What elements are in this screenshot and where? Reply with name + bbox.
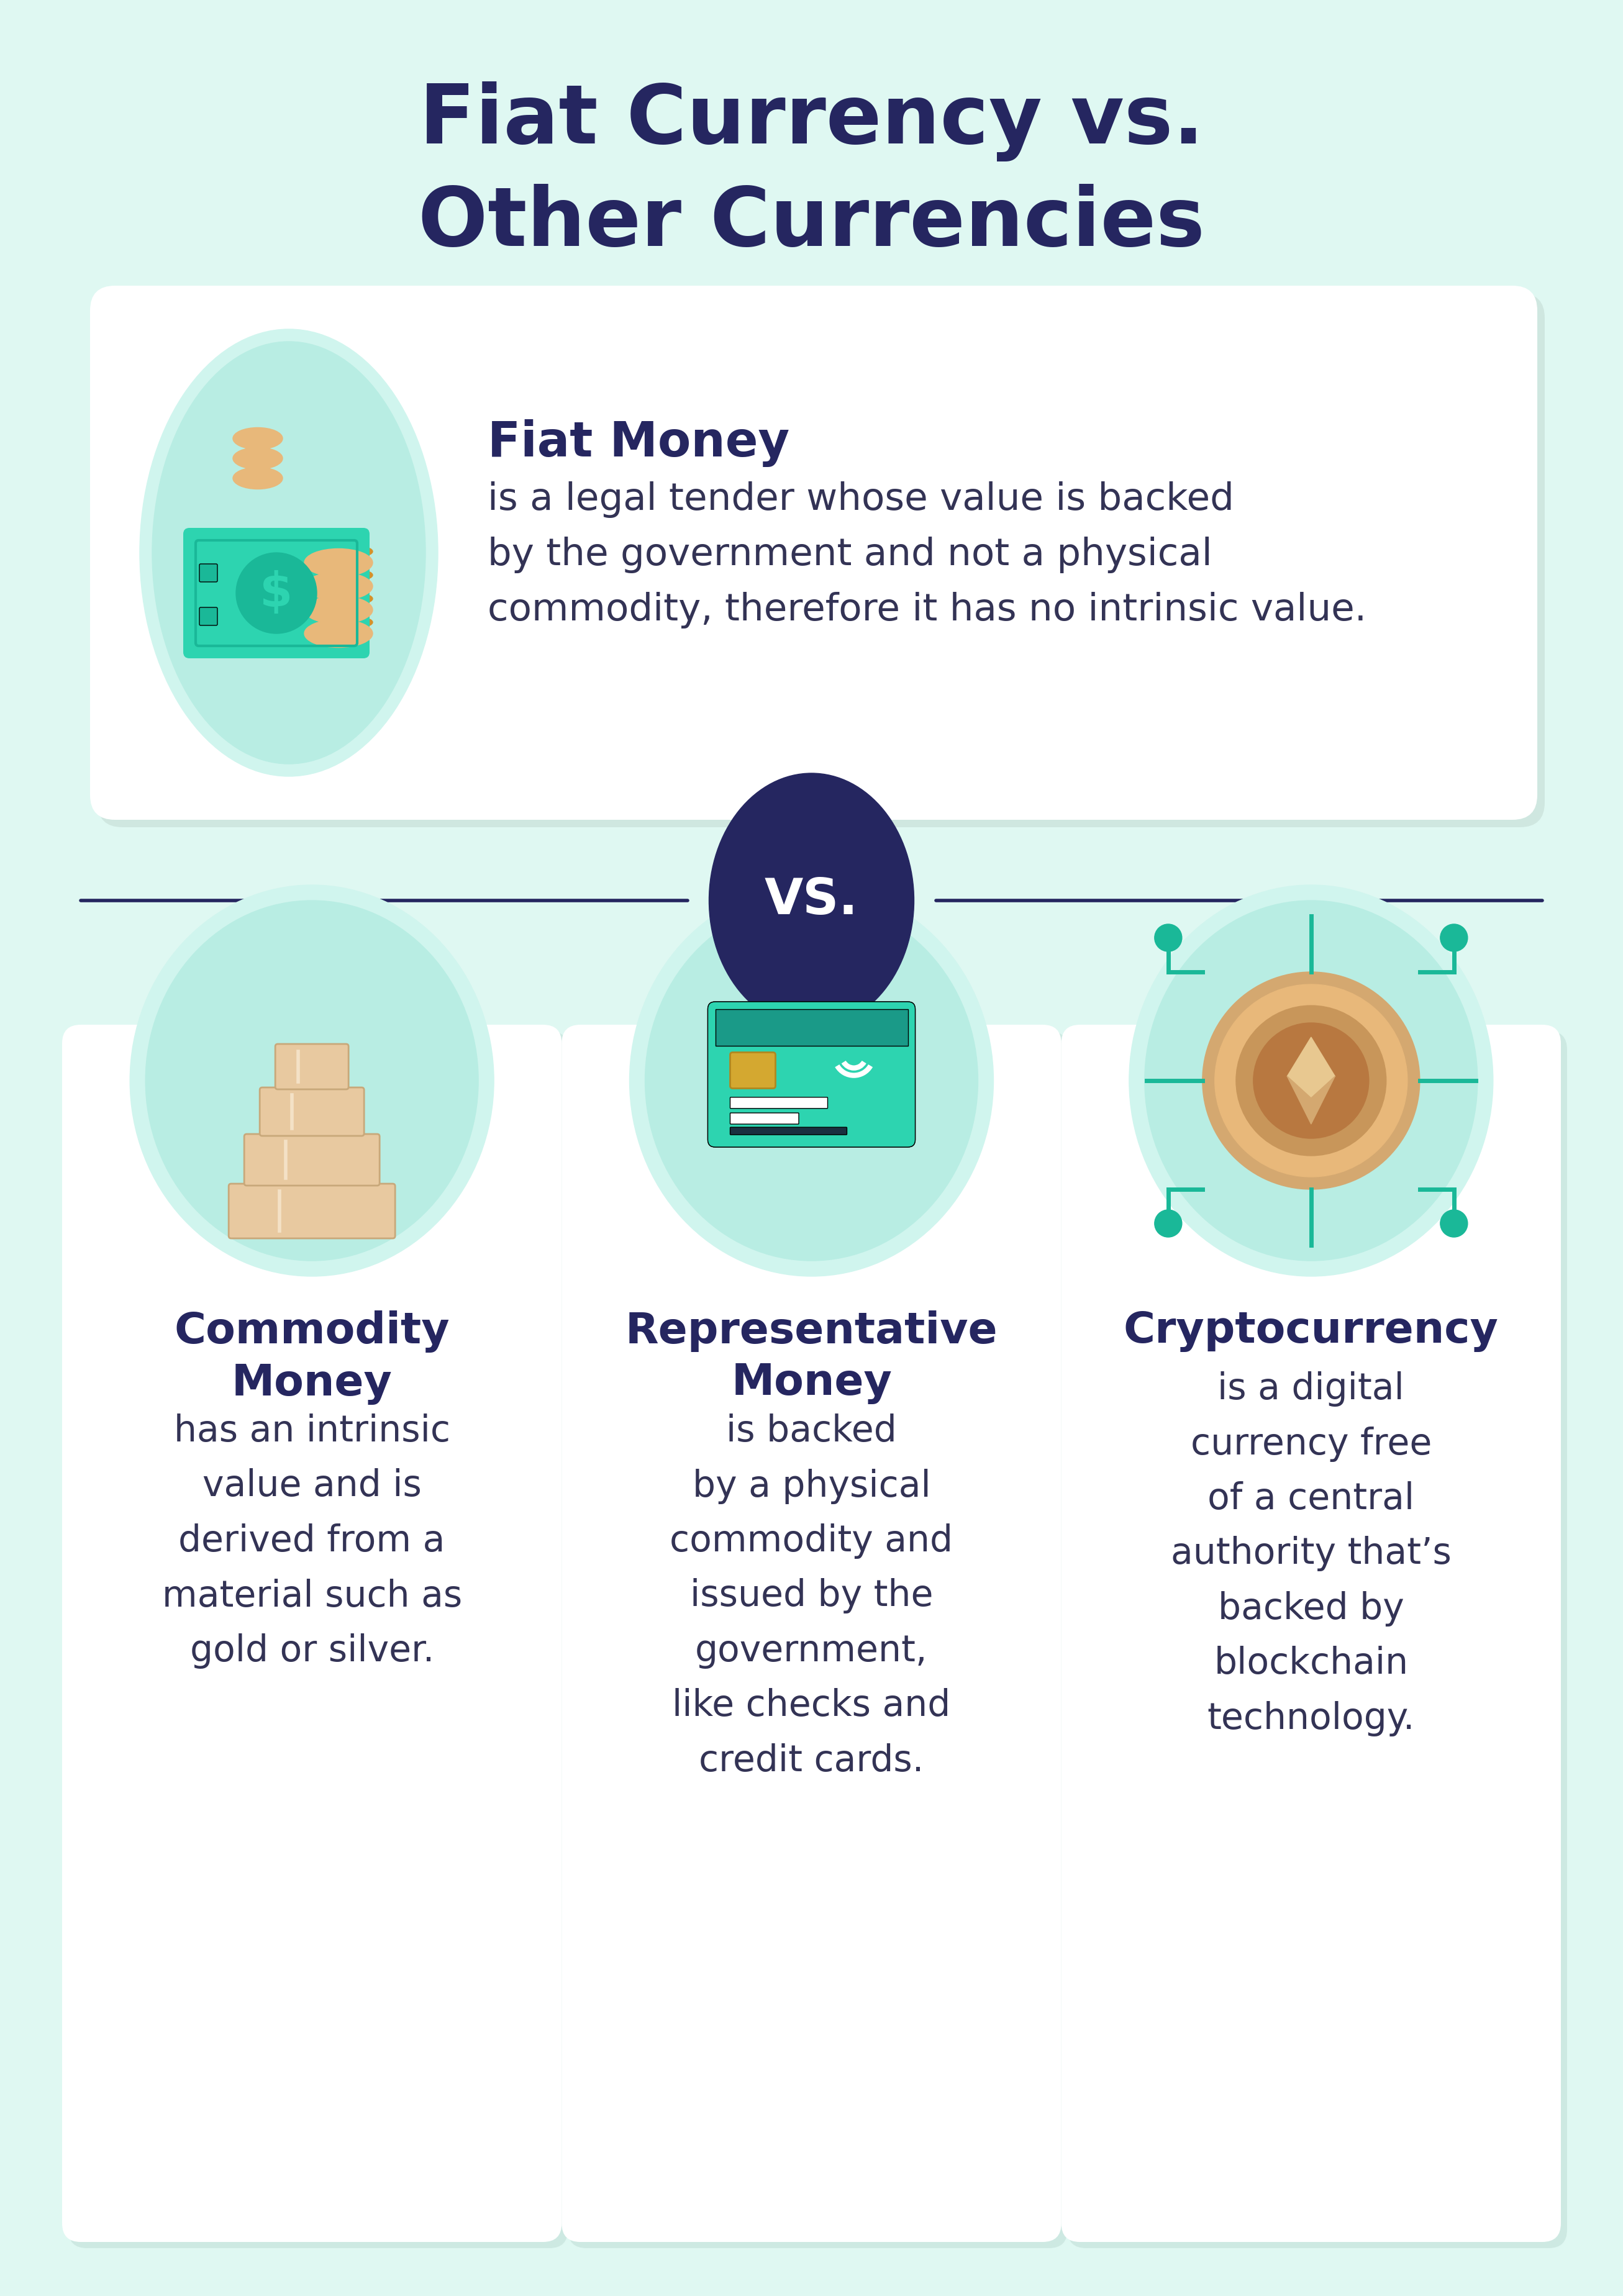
Text: Fiat Currency vs.: Fiat Currency vs.: [419, 80, 1204, 161]
Ellipse shape: [305, 567, 373, 583]
FancyBboxPatch shape: [708, 1001, 915, 1148]
FancyBboxPatch shape: [200, 565, 217, 581]
Circle shape: [1440, 1210, 1467, 1238]
FancyBboxPatch shape: [1061, 1024, 1561, 2241]
Text: is backed
by a physical
commodity and
issued by the
government,
like checks and
: is backed by a physical commodity and is…: [670, 1414, 953, 1779]
Circle shape: [1154, 923, 1182, 951]
FancyBboxPatch shape: [716, 1010, 907, 1045]
Ellipse shape: [305, 549, 373, 576]
Ellipse shape: [305, 572, 373, 599]
FancyBboxPatch shape: [562, 1024, 1061, 2241]
Ellipse shape: [709, 774, 914, 1029]
FancyBboxPatch shape: [243, 1134, 380, 1185]
Ellipse shape: [130, 884, 493, 1277]
Polygon shape: [1287, 1038, 1336, 1097]
Ellipse shape: [146, 900, 479, 1261]
Text: Cryptocurrency: Cryptocurrency: [1123, 1311, 1498, 1352]
Ellipse shape: [153, 342, 425, 765]
FancyBboxPatch shape: [730, 1052, 776, 1088]
FancyBboxPatch shape: [229, 1185, 394, 1238]
FancyBboxPatch shape: [730, 1114, 799, 1125]
Ellipse shape: [630, 884, 993, 1277]
Text: Commodity
Money: Commodity Money: [174, 1311, 450, 1405]
Text: Representative
Money: Representative Money: [625, 1311, 998, 1405]
Text: Other Currencies: Other Currencies: [419, 184, 1204, 264]
FancyBboxPatch shape: [62, 1024, 562, 2241]
Ellipse shape: [234, 448, 282, 468]
Ellipse shape: [140, 328, 438, 776]
Text: has an intrinsic
value and is
derived from a
material such as
gold or silver.: has an intrinsic value and is derived fr…: [162, 1414, 463, 1669]
Circle shape: [235, 553, 316, 634]
Circle shape: [1154, 1210, 1182, 1238]
Circle shape: [1237, 1006, 1386, 1155]
Circle shape: [1203, 971, 1420, 1189]
Circle shape: [1216, 985, 1407, 1178]
FancyBboxPatch shape: [708, 1001, 915, 1148]
FancyBboxPatch shape: [89, 285, 1537, 820]
FancyBboxPatch shape: [730, 1127, 847, 1134]
Ellipse shape: [1144, 900, 1477, 1261]
Circle shape: [1253, 1022, 1368, 1139]
FancyBboxPatch shape: [97, 294, 1545, 827]
Ellipse shape: [1130, 884, 1493, 1277]
FancyBboxPatch shape: [68, 1031, 568, 2248]
FancyBboxPatch shape: [200, 608, 217, 625]
Ellipse shape: [305, 620, 373, 647]
Ellipse shape: [305, 597, 373, 625]
Text: VS.: VS.: [764, 877, 859, 925]
Ellipse shape: [305, 544, 373, 560]
Ellipse shape: [305, 615, 373, 629]
Text: Fiat Money: Fiat Money: [487, 420, 789, 466]
Circle shape: [1440, 923, 1467, 951]
FancyBboxPatch shape: [183, 528, 370, 659]
Ellipse shape: [234, 468, 282, 489]
Polygon shape: [1287, 1077, 1336, 1125]
Ellipse shape: [305, 590, 373, 606]
FancyBboxPatch shape: [568, 1031, 1068, 2248]
FancyBboxPatch shape: [260, 1088, 364, 1137]
Ellipse shape: [234, 427, 282, 450]
FancyBboxPatch shape: [730, 1097, 828, 1109]
FancyBboxPatch shape: [276, 1045, 349, 1088]
Text: is a digital
currency free
of a central
authority that’s
backed by
blockchain
te: is a digital currency free of a central …: [1170, 1371, 1451, 1736]
FancyBboxPatch shape: [1068, 1031, 1568, 2248]
Text: is a legal tender whose value is backed
by the government and not a physical
com: is a legal tender whose value is backed …: [487, 482, 1367, 629]
Ellipse shape: [644, 900, 979, 1261]
Text: $: $: [260, 569, 292, 615]
